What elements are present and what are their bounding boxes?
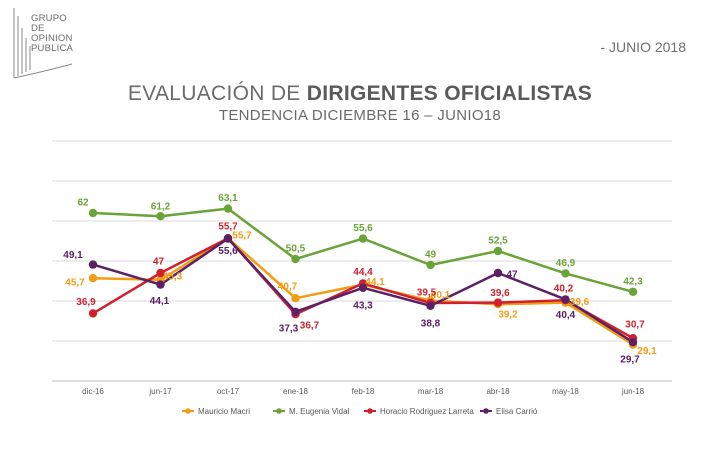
data-point <box>223 234 233 243</box>
data-label: 55,6 <box>218 246 238 257</box>
logo <box>13 8 73 79</box>
legend-entry: M. Eugenia Vidal <box>289 407 350 416</box>
x-tick-label: jun-18 <box>621 387 645 396</box>
data-point <box>628 287 638 296</box>
data-label: 29,7 <box>620 355 640 366</box>
legend-entry: Mauricio Macri <box>198 407 250 416</box>
data-point <box>426 301 435 310</box>
data-label: 38,8 <box>421 318 441 329</box>
data-point <box>88 260 98 269</box>
data-label: 40,2 <box>554 284 574 295</box>
x-tick-label: may-18 <box>552 387 579 396</box>
data-label: 44,1 <box>150 296 170 307</box>
data-point <box>291 254 300 264</box>
data-label: 30,7 <box>625 320 645 331</box>
legend-swatch-marker <box>483 408 489 414</box>
data-label: 46,9 <box>556 258 576 269</box>
x-tick-label: ene-18 <box>283 387 308 396</box>
data-label: 36,9 <box>76 297 96 308</box>
data-label: 39,6 <box>490 288 510 299</box>
data-point <box>156 280 165 289</box>
data-point <box>358 283 368 292</box>
data-label: 29,1 <box>637 346 657 357</box>
series-points <box>88 204 638 349</box>
data-label: 44,1 <box>365 277 385 288</box>
data-point <box>88 208 98 218</box>
data-point <box>291 307 300 316</box>
data-label: 49 <box>425 250 437 261</box>
chart-title-bold: DIRIGENTES OFICIALISTAS <box>306 82 593 105</box>
data-label: 40,4 <box>556 310 576 321</box>
data-point <box>493 298 503 307</box>
data-label: 39,2 <box>498 310 518 321</box>
data-point <box>493 246 503 256</box>
data-label: 47 <box>506 270 518 281</box>
data-label: 55,7 <box>218 222 238 233</box>
data-point <box>156 212 165 221</box>
data-label: 52,5 <box>488 236 508 247</box>
x-tick-label: oct-17 <box>217 387 240 396</box>
data-label: 49,1 <box>63 250 83 261</box>
data-point <box>561 269 570 278</box>
x-tick-label: jun-17 <box>148 387 172 396</box>
legend-swatch-marker <box>367 408 373 414</box>
data-label: 63,1 <box>218 193 238 204</box>
data-labels: 45,7 45,3 55,7 40,7 44,1 40,1 39,2 39,6 29,1 62 61… <box>63 193 657 366</box>
data-point <box>88 309 98 318</box>
data-point <box>291 294 300 303</box>
chart-grid <box>52 140 672 342</box>
chart-subtitle: TENDENCIA DICIEMBRE 16 – JUNIO18 <box>218 107 502 124</box>
data-label: 61,2 <box>151 202 171 213</box>
legend-swatch-marker <box>276 408 282 414</box>
data-label: 39,5 <box>417 288 437 299</box>
data-label: 42,3 <box>623 276 643 287</box>
legend: Mauricio Macri M. Eugenia Vidal Horacio Ro… <box>182 407 538 416</box>
logo-line-3: OPINION <box>31 33 73 44</box>
logo-line-2: DE <box>31 23 45 34</box>
data-label: 39,6 <box>570 297 590 308</box>
data-point <box>426 260 435 270</box>
data-label: 37,3 <box>279 323 299 334</box>
data-label: 36,7 <box>300 321 320 332</box>
chart-title: EVALUACIÓN DE DIRIGENTES OFICIALISTAS <box>0 82 720 106</box>
chart-title-prefix: EVALUACIÓN DE <box>127 82 307 105</box>
data-label: 40,1 <box>431 290 451 301</box>
data-point <box>88 274 98 283</box>
data-label: 40,7 <box>278 282 298 293</box>
data-point <box>561 295 570 304</box>
legend-swatch-marker <box>185 408 191 414</box>
x-tick-label: mar-18 <box>418 387 444 396</box>
x-tick-label: abr-18 <box>486 387 510 396</box>
data-label: 55,7 <box>232 231 252 242</box>
legend-entry: Horacio Rodriguez Larreta <box>380 407 474 416</box>
data-label: 44,4 <box>353 267 373 278</box>
data-point <box>628 338 638 347</box>
data-label: 50,5 <box>286 244 306 255</box>
report-date: - JUNIO 2018 <box>600 39 686 55</box>
data-label: 45,3 <box>163 271 183 282</box>
x-tick-label: dic-16 <box>82 387 104 396</box>
data-point <box>223 204 233 213</box>
data-point <box>156 268 165 278</box>
data-label: 43,3 <box>353 300 373 311</box>
data-point <box>358 234 368 243</box>
x-axis: dic-16 jun-17 oct-17 ene-18 feb-18 mar-18 abr-… <box>52 380 672 396</box>
legend-entry: Elisa Carrió <box>496 407 538 416</box>
data-point <box>493 268 503 278</box>
logo-line-4: PUBLICA <box>31 43 74 54</box>
logo-line-1: GRUPO <box>31 13 67 24</box>
data-label: 55,6 <box>353 223 373 234</box>
data-label: 62 <box>77 198 89 209</box>
x-tick-label: feb-18 <box>352 387 375 396</box>
data-label: 45,7 <box>65 278 85 289</box>
data-label: 47 <box>153 257 165 268</box>
